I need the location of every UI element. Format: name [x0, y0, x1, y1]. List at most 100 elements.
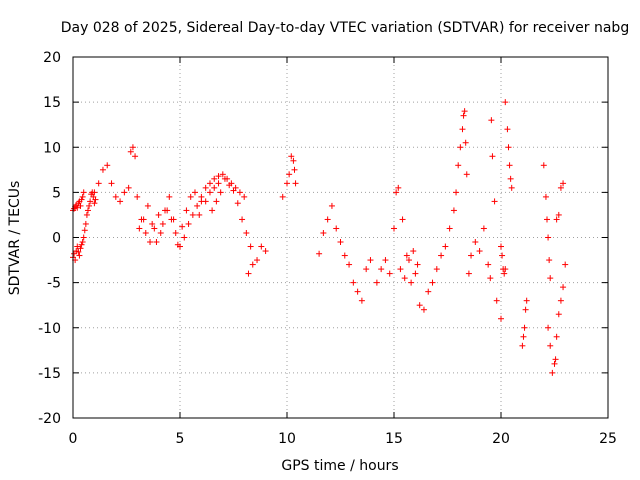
x-tick-label: 0	[69, 431, 78, 447]
data-point	[468, 252, 475, 259]
data-point	[545, 234, 552, 241]
y-tick-label: 20	[43, 50, 61, 66]
data-point	[78, 241, 85, 248]
data-point	[416, 302, 423, 309]
data-point	[491, 198, 498, 205]
data-point	[549, 369, 556, 376]
data-point	[502, 99, 509, 106]
data-point	[221, 175, 228, 182]
data-point	[346, 261, 353, 268]
data-point	[453, 189, 460, 196]
data-point	[500, 266, 507, 273]
y-tick-label: -15	[38, 366, 61, 382]
data-point	[462, 139, 469, 146]
data-points	[70, 99, 569, 376]
data-point	[463, 171, 470, 178]
data-point	[189, 211, 196, 218]
data-point	[202, 184, 209, 191]
data-point	[209, 207, 216, 214]
data-point	[425, 288, 432, 295]
data-point	[480, 225, 487, 232]
data-point	[391, 225, 397, 232]
data-point	[181, 234, 188, 241]
plot-frame	[72, 56, 609, 419]
data-point	[504, 126, 511, 133]
data-point	[393, 189, 400, 196]
data-point	[429, 279, 436, 286]
data-point	[433, 266, 440, 273]
data-point	[262, 248, 269, 255]
y-tick-label: 5	[52, 185, 61, 201]
data-point	[397, 266, 404, 273]
data-point	[546, 257, 553, 264]
data-point	[243, 229, 250, 236]
data-point	[316, 250, 323, 257]
data-point	[446, 225, 453, 232]
data-point	[547, 275, 554, 282]
data-point	[555, 211, 562, 218]
data-point	[91, 200, 98, 207]
data-point	[412, 270, 419, 277]
data-point	[551, 360, 558, 367]
data-point	[211, 175, 218, 182]
data-point	[288, 153, 295, 160]
data-point	[457, 144, 464, 151]
data-point	[505, 144, 512, 151]
y-tick-label: 10	[43, 140, 61, 156]
data-point	[172, 229, 179, 236]
data-point	[337, 239, 344, 246]
x-tick-label: 10	[278, 431, 296, 447]
data-point	[249, 261, 256, 268]
data-point	[420, 306, 427, 313]
data-point	[194, 202, 201, 209]
data-point	[239, 216, 246, 223]
data-point	[86, 202, 93, 209]
data-point	[279, 193, 286, 200]
data-point	[75, 248, 82, 255]
data-point	[254, 257, 261, 264]
y-axis-label: SDTVAR / TECUs	[7, 181, 23, 296]
data-point	[234, 200, 241, 207]
data-point	[179, 223, 186, 230]
data-point	[142, 229, 149, 236]
data-point	[121, 189, 128, 196]
data-point	[258, 243, 265, 250]
data-point	[328, 202, 335, 209]
data-point	[557, 184, 564, 191]
data-point	[408, 279, 415, 286]
data-point	[410, 248, 417, 255]
data-point	[77, 245, 84, 252]
data-point	[230, 187, 237, 194]
y-tick-label: -10	[38, 321, 61, 337]
data-point	[74, 243, 81, 250]
data-point	[560, 180, 567, 187]
data-point	[521, 324, 528, 331]
data-point	[153, 239, 160, 246]
data-point	[162, 207, 169, 214]
data-point	[140, 216, 147, 223]
data-point	[498, 243, 504, 250]
data-point	[81, 227, 88, 234]
data-point	[378, 266, 385, 273]
chart-title: Day 028 of 2025, Sidereal Day-to-day VTE…	[61, 20, 629, 36]
data-point	[247, 243, 254, 250]
data-point	[82, 220, 89, 227]
data-point	[183, 207, 190, 214]
data-point	[552, 356, 559, 363]
data-point	[555, 311, 562, 318]
data-point	[501, 270, 508, 277]
data-point	[147, 239, 154, 246]
data-point	[560, 284, 567, 291]
data-point	[523, 297, 530, 304]
data-point	[553, 216, 560, 223]
x-axis-label: GPS time / hours	[281, 458, 398, 474]
data-point	[542, 193, 549, 200]
data-point	[78, 196, 85, 203]
data-point	[519, 342, 526, 349]
data-point	[358, 297, 365, 304]
y-tick-label: 0	[52, 231, 61, 247]
data-point	[206, 189, 213, 196]
data-point	[166, 193, 173, 200]
data-point	[191, 189, 198, 196]
